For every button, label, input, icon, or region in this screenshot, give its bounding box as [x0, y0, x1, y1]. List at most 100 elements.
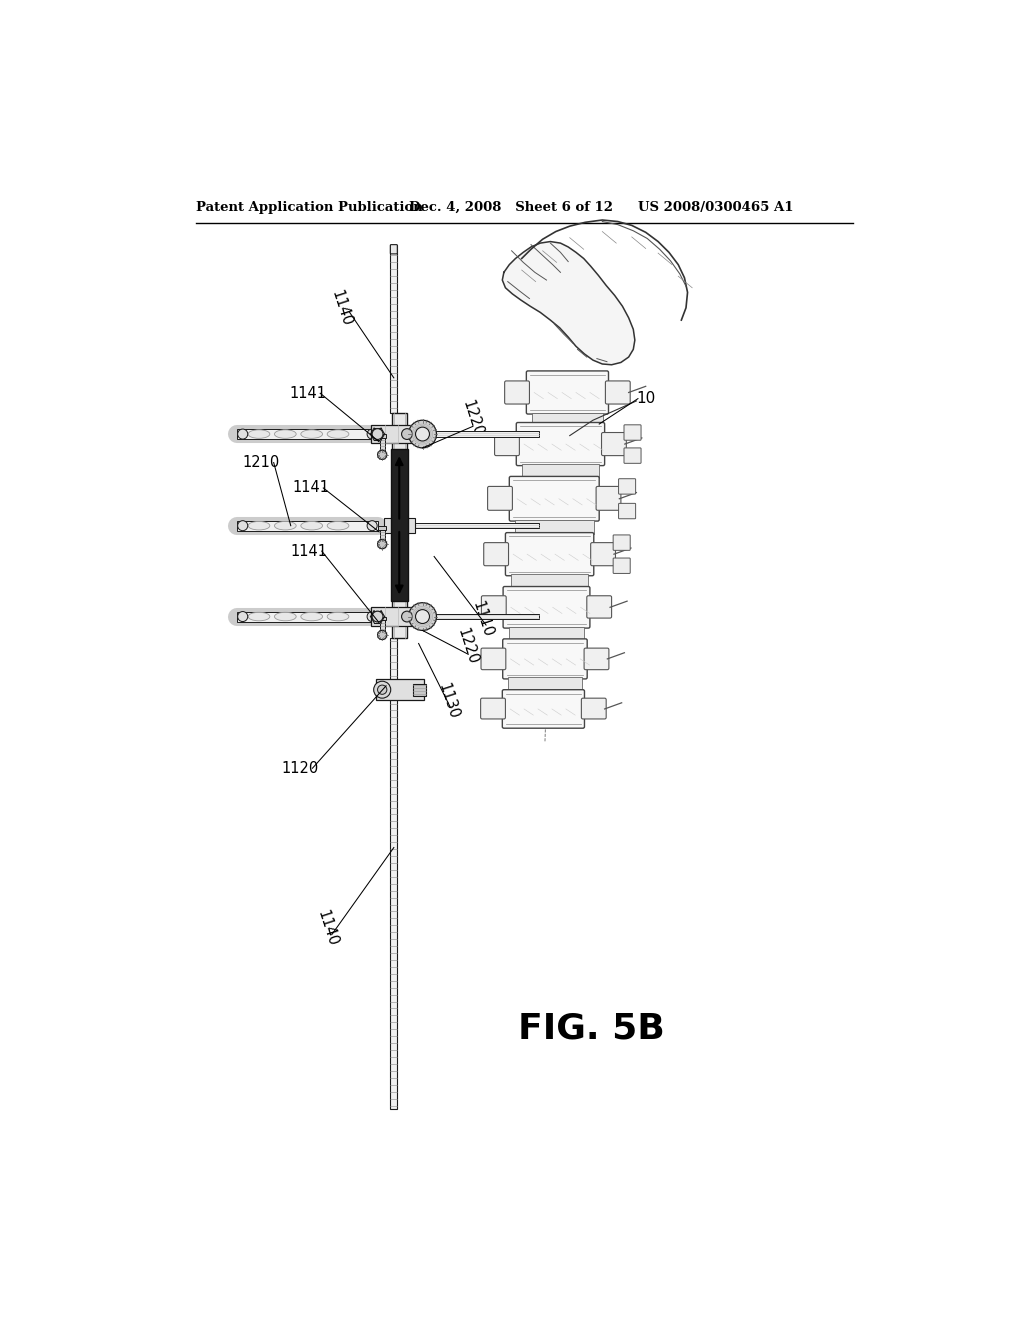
Text: 1110: 1110 — [470, 599, 496, 639]
Circle shape — [416, 610, 429, 623]
Circle shape — [372, 429, 383, 440]
Text: Dec. 4, 2008   Sheet 6 of 12: Dec. 4, 2008 Sheet 6 of 12 — [409, 201, 612, 214]
FancyBboxPatch shape — [624, 447, 641, 463]
Circle shape — [409, 420, 436, 447]
Bar — [372, 425, 412, 444]
Bar — [391, 449, 408, 601]
Circle shape — [401, 611, 413, 622]
Bar — [531, 412, 603, 424]
Bar — [508, 677, 582, 692]
FancyBboxPatch shape — [587, 595, 611, 618]
Circle shape — [378, 631, 387, 640]
Ellipse shape — [301, 521, 323, 529]
Bar — [515, 520, 594, 535]
Ellipse shape — [274, 612, 296, 620]
Ellipse shape — [328, 612, 349, 620]
Bar — [511, 574, 589, 589]
Circle shape — [238, 611, 248, 622]
Bar — [372, 607, 412, 626]
Circle shape — [238, 429, 248, 440]
Bar — [390, 246, 397, 412]
FancyBboxPatch shape — [503, 586, 590, 628]
Text: 1141: 1141 — [291, 544, 328, 558]
Bar — [391, 412, 407, 638]
FancyBboxPatch shape — [503, 689, 585, 729]
FancyBboxPatch shape — [596, 487, 621, 511]
Bar — [509, 627, 585, 640]
FancyBboxPatch shape — [624, 425, 641, 441]
FancyBboxPatch shape — [503, 639, 587, 678]
Bar — [407, 432, 539, 437]
Ellipse shape — [328, 521, 349, 529]
Ellipse shape — [274, 521, 296, 529]
Bar — [380, 620, 385, 632]
FancyBboxPatch shape — [618, 503, 636, 519]
Circle shape — [367, 611, 377, 622]
FancyBboxPatch shape — [495, 433, 519, 455]
FancyBboxPatch shape — [505, 381, 529, 404]
FancyBboxPatch shape — [390, 244, 397, 253]
Text: FIG. 5B: FIG. 5B — [518, 1011, 665, 1045]
Text: 1140: 1140 — [329, 288, 354, 327]
Bar — [237, 520, 378, 531]
FancyBboxPatch shape — [509, 477, 599, 521]
Bar — [237, 611, 378, 622]
Bar — [237, 429, 378, 440]
Bar — [407, 523, 539, 528]
Text: 1140: 1140 — [315, 908, 341, 948]
Text: 1210: 1210 — [243, 455, 280, 470]
FancyBboxPatch shape — [618, 479, 636, 494]
Text: 1130: 1130 — [435, 681, 461, 721]
Text: 1220: 1220 — [455, 627, 480, 667]
FancyBboxPatch shape — [481, 595, 506, 618]
FancyBboxPatch shape — [613, 558, 630, 573]
Bar — [380, 529, 385, 541]
Circle shape — [378, 450, 387, 459]
Ellipse shape — [301, 612, 323, 620]
Ellipse shape — [248, 521, 270, 529]
Circle shape — [374, 681, 391, 698]
Circle shape — [409, 603, 436, 631]
FancyBboxPatch shape — [601, 433, 627, 455]
FancyBboxPatch shape — [582, 698, 606, 719]
Circle shape — [372, 611, 383, 622]
Circle shape — [367, 520, 377, 531]
Ellipse shape — [248, 612, 270, 620]
FancyBboxPatch shape — [506, 533, 594, 576]
Text: 1220: 1220 — [459, 399, 485, 438]
Text: 1141: 1141 — [290, 385, 327, 401]
Circle shape — [378, 540, 387, 549]
Ellipse shape — [301, 430, 323, 438]
FancyBboxPatch shape — [516, 422, 604, 466]
Text: 1120: 1120 — [282, 760, 318, 776]
FancyBboxPatch shape — [605, 381, 630, 404]
Text: 1141: 1141 — [293, 480, 330, 495]
FancyBboxPatch shape — [480, 698, 506, 719]
FancyBboxPatch shape — [613, 535, 630, 550]
Bar — [376, 678, 424, 701]
FancyBboxPatch shape — [584, 648, 609, 669]
Circle shape — [378, 685, 387, 694]
FancyBboxPatch shape — [591, 543, 615, 566]
FancyBboxPatch shape — [483, 543, 509, 566]
Bar — [384, 517, 415, 533]
Circle shape — [367, 429, 377, 440]
FancyBboxPatch shape — [487, 487, 512, 511]
Ellipse shape — [328, 430, 349, 438]
Bar — [407, 614, 539, 619]
Text: Patent Application Publication: Patent Application Publication — [197, 201, 423, 214]
Bar — [378, 616, 386, 620]
Bar — [378, 434, 386, 438]
Bar — [380, 438, 385, 451]
Bar — [521, 465, 599, 478]
Text: US 2008/0300465 A1: US 2008/0300465 A1 — [638, 201, 794, 214]
Circle shape — [401, 429, 413, 440]
Text: 10: 10 — [636, 391, 655, 407]
Bar — [378, 525, 386, 529]
Ellipse shape — [274, 430, 296, 438]
FancyBboxPatch shape — [526, 371, 608, 414]
Ellipse shape — [248, 430, 270, 438]
FancyBboxPatch shape — [481, 648, 506, 669]
Circle shape — [238, 520, 248, 531]
Polygon shape — [503, 242, 635, 364]
